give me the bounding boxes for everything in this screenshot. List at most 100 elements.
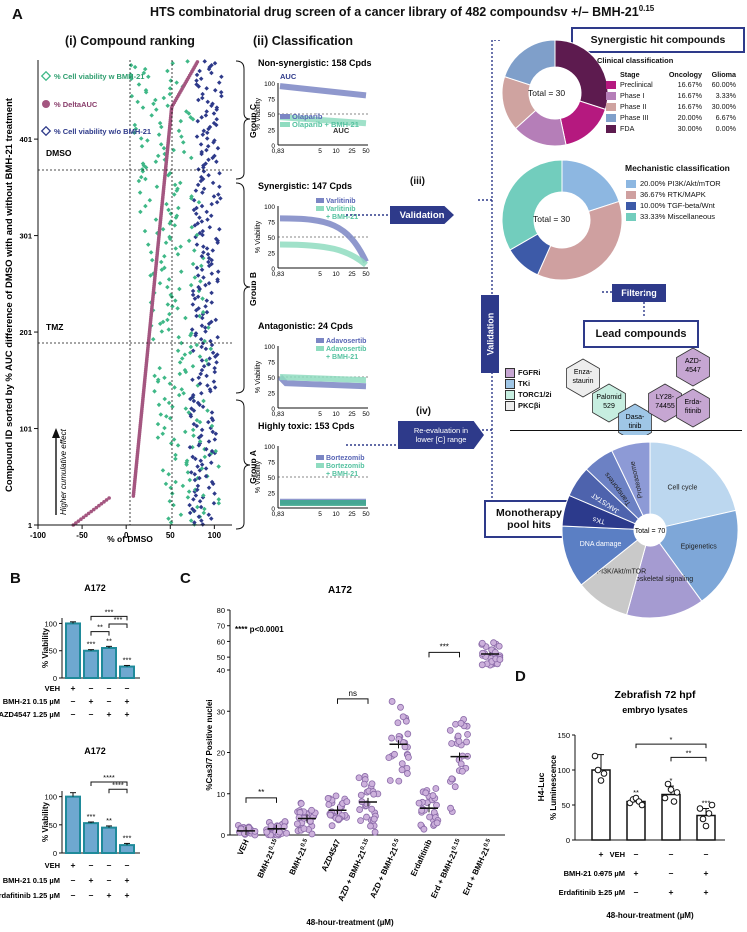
data-point bbox=[458, 767, 466, 775]
chart-title: A172 bbox=[84, 583, 106, 593]
subplot-xtick: 0,83 bbox=[272, 411, 285, 418]
data-point bbox=[415, 799, 423, 807]
point-without-bmh bbox=[206, 255, 212, 261]
point-without-bmh bbox=[215, 145, 221, 151]
point-with-bmh bbox=[192, 275, 198, 280]
subplot-ytick: 0 bbox=[271, 406, 275, 413]
donut-slice bbox=[658, 509, 739, 602]
point-with-bmh bbox=[175, 443, 181, 448]
point-with-bmh bbox=[166, 327, 172, 332]
donut-slice bbox=[536, 200, 623, 281]
lead-swatch bbox=[505, 367, 515, 378]
point-without-bmh bbox=[207, 356, 212, 361]
subplot-ylabel: % Viability bbox=[255, 360, 262, 393]
y-tick-label: 0 bbox=[566, 836, 570, 845]
point-without-bmh bbox=[197, 68, 202, 74]
point-with-bmh bbox=[173, 298, 178, 303]
point-without-bmh bbox=[206, 419, 211, 425]
point-without-bmh bbox=[199, 203, 205, 209]
data-point bbox=[308, 806, 315, 814]
point-without-bmh bbox=[215, 335, 220, 340]
data-point bbox=[433, 801, 440, 809]
hex-label: 4547 bbox=[685, 367, 701, 374]
point-with-bmh bbox=[155, 421, 161, 427]
data-point bbox=[343, 798, 351, 805]
ranking-ylabel: Compound ID sorted by % AUC difference o… bbox=[4, 97, 15, 492]
data-point bbox=[295, 814, 303, 821]
point-with-bmh bbox=[164, 414, 169, 419]
clinical-swatch bbox=[606, 113, 616, 122]
data-point bbox=[363, 813, 370, 821]
row-label: Erdafitinib 1.25 µM bbox=[0, 891, 60, 900]
point-with-bmh bbox=[177, 371, 183, 377]
data-point bbox=[594, 766, 602, 774]
bracket-label: *** bbox=[105, 607, 114, 616]
point-with-bmh bbox=[149, 257, 155, 263]
point-with-bmh bbox=[192, 248, 197, 253]
tmz-label: TMZ bbox=[46, 322, 63, 332]
divider bbox=[510, 430, 742, 431]
bracket bbox=[108, 788, 128, 794]
point-delta-auc bbox=[79, 517, 83, 522]
ranking-legend: % Cell viability w BMH-21 % DeltaAUC % C… bbox=[40, 70, 151, 137]
category-label: VEH bbox=[236, 838, 251, 857]
point-with-bmh bbox=[156, 132, 162, 137]
point-with-bmh bbox=[213, 448, 219, 454]
subplot-xtick: 50 bbox=[362, 148, 370, 155]
subplot-xtick: 10 bbox=[332, 148, 340, 155]
figure-title-sup: 0.15 bbox=[638, 4, 655, 13]
legend-text: Olaparib + BMH-21 bbox=[292, 120, 359, 129]
data-point bbox=[673, 789, 681, 796]
legend-swatch bbox=[316, 455, 324, 460]
point-without-bmh bbox=[211, 379, 217, 384]
subplot-ytick: 50 bbox=[268, 112, 276, 119]
legend-without-bmh: % Cell viability w/o BMH-21 bbox=[54, 127, 151, 136]
point-without-bmh bbox=[204, 446, 209, 452]
legend-text: + BMH-21 bbox=[326, 354, 358, 361]
point-delta-auc bbox=[104, 498, 109, 502]
point-without-bmh bbox=[201, 275, 206, 280]
hex-label: Dasa- bbox=[626, 414, 645, 421]
data-point bbox=[385, 754, 393, 762]
legend-swatch bbox=[280, 114, 290, 119]
point-with-bmh bbox=[178, 512, 184, 518]
clinical-donut bbox=[501, 39, 609, 147]
data-point bbox=[386, 777, 394, 784]
point-without-bmh bbox=[189, 406, 194, 411]
point-with-bmh bbox=[158, 259, 164, 265]
point-without-bmh bbox=[217, 171, 222, 176]
subplot-ytick: 75 bbox=[268, 220, 276, 227]
bracket-label: **** bbox=[103, 773, 115, 782]
point-without-bmh bbox=[197, 215, 202, 220]
category-label: AZD + BMH-210.15 bbox=[336, 837, 373, 902]
point-with-bmh bbox=[178, 244, 183, 249]
point-with-bmh bbox=[206, 325, 211, 330]
donut-slice-label: Epigenetics bbox=[681, 543, 718, 550]
lead-swatch bbox=[505, 400, 515, 411]
point-delta-auc bbox=[86, 511, 91, 516]
point-without-bmh bbox=[190, 302, 196, 307]
mech-legend-row: 20.00% PI3K/Akt/mTOR bbox=[626, 178, 721, 189]
row-mark: – bbox=[107, 696, 112, 706]
y-tick-label: 0 bbox=[53, 674, 57, 683]
point-without-bmh bbox=[209, 516, 214, 521]
clinical-cell: 16.67% bbox=[677, 80, 702, 89]
point-with-bmh bbox=[138, 174, 144, 180]
point-with-bmh bbox=[175, 306, 180, 311]
clinical-row: FDA 30.00% 0.00% bbox=[606, 123, 736, 134]
row-mark: + bbox=[125, 875, 130, 885]
y-tick-label: 40 bbox=[217, 666, 225, 675]
y-tick-label: 1 bbox=[28, 521, 32, 530]
point-without-bmh bbox=[204, 147, 209, 153]
point-without-bmh bbox=[195, 118, 201, 124]
point-with-bmh bbox=[143, 176, 148, 182]
point-without-bmh bbox=[187, 444, 193, 450]
data-point bbox=[300, 825, 308, 833]
point-with-bmh bbox=[216, 464, 221, 469]
point-with-bmh bbox=[190, 427, 196, 433]
point-with-bmh bbox=[194, 417, 200, 423]
row-mark: – bbox=[71, 696, 76, 706]
point-delta-auc bbox=[102, 500, 106, 504]
point-with-bmh bbox=[186, 489, 192, 494]
point-without-bmh bbox=[204, 373, 209, 379]
